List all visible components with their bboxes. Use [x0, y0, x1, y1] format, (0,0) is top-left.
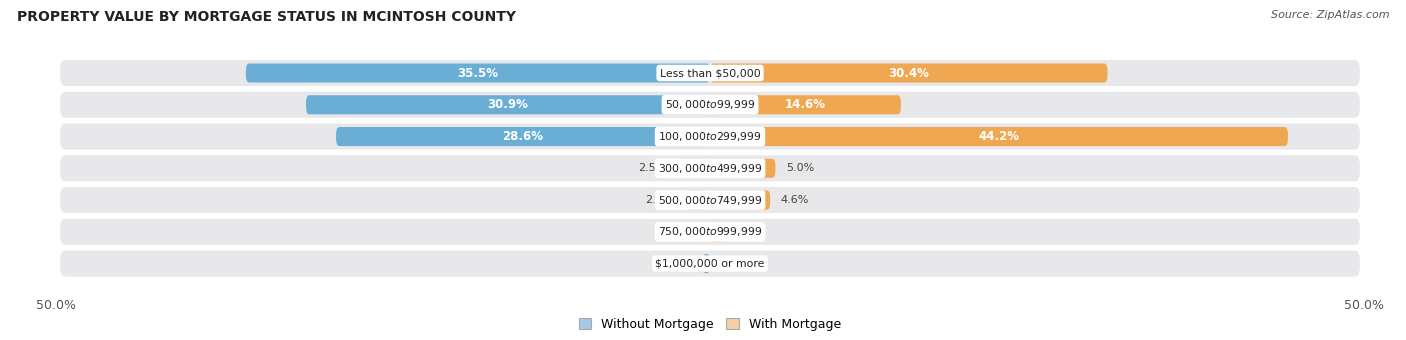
- FancyBboxPatch shape: [710, 159, 776, 178]
- Text: 14.6%: 14.6%: [785, 98, 825, 111]
- Text: PROPERTY VALUE BY MORTGAGE STATUS IN MCINTOSH COUNTY: PROPERTY VALUE BY MORTGAGE STATUS IN MCI…: [17, 10, 516, 24]
- Text: 44.2%: 44.2%: [979, 130, 1019, 143]
- FancyBboxPatch shape: [710, 64, 1108, 83]
- Text: $300,000 to $499,999: $300,000 to $499,999: [658, 162, 762, 175]
- Text: 30.4%: 30.4%: [889, 67, 929, 80]
- FancyBboxPatch shape: [710, 127, 1288, 146]
- FancyBboxPatch shape: [307, 95, 710, 114]
- Text: 35.5%: 35.5%: [457, 67, 499, 80]
- FancyBboxPatch shape: [60, 219, 1360, 245]
- Text: 0.58%: 0.58%: [657, 259, 692, 269]
- FancyBboxPatch shape: [710, 95, 901, 114]
- FancyBboxPatch shape: [710, 190, 770, 209]
- FancyBboxPatch shape: [60, 187, 1360, 213]
- FancyBboxPatch shape: [678, 159, 710, 178]
- Text: $100,000 to $299,999: $100,000 to $299,999: [658, 130, 762, 143]
- Text: 0.0%: 0.0%: [717, 259, 745, 269]
- Text: Less than $50,000: Less than $50,000: [659, 68, 761, 78]
- Text: $750,000 to $999,999: $750,000 to $999,999: [658, 225, 762, 238]
- FancyBboxPatch shape: [60, 92, 1360, 118]
- Text: $1,000,000 or more: $1,000,000 or more: [655, 259, 765, 269]
- Text: $500,000 to $749,999: $500,000 to $749,999: [658, 193, 762, 207]
- Text: 1.3%: 1.3%: [738, 227, 766, 237]
- Text: 0.0%: 0.0%: [675, 227, 703, 237]
- FancyBboxPatch shape: [710, 222, 727, 241]
- FancyBboxPatch shape: [60, 60, 1360, 86]
- FancyBboxPatch shape: [683, 190, 710, 209]
- Text: Source: ZipAtlas.com: Source: ZipAtlas.com: [1271, 10, 1389, 20]
- Text: 30.9%: 30.9%: [488, 98, 529, 111]
- Text: 4.6%: 4.6%: [780, 195, 808, 205]
- FancyBboxPatch shape: [703, 254, 710, 273]
- FancyBboxPatch shape: [246, 64, 710, 83]
- FancyBboxPatch shape: [60, 251, 1360, 277]
- FancyBboxPatch shape: [60, 123, 1360, 150]
- Text: 2.5%: 2.5%: [638, 163, 666, 173]
- Text: $50,000 to $99,999: $50,000 to $99,999: [665, 98, 755, 111]
- FancyBboxPatch shape: [60, 155, 1360, 181]
- Text: 2.0%: 2.0%: [645, 195, 673, 205]
- Text: 28.6%: 28.6%: [502, 130, 544, 143]
- Text: 5.0%: 5.0%: [786, 163, 814, 173]
- Legend: Without Mortgage, With Mortgage: Without Mortgage, With Mortgage: [574, 313, 846, 336]
- FancyBboxPatch shape: [336, 127, 710, 146]
